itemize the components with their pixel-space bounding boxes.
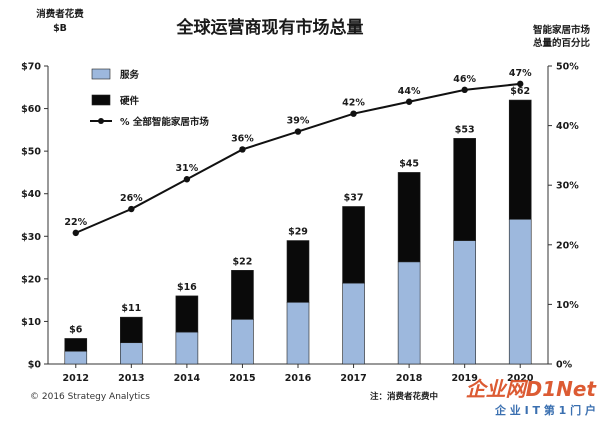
watermark-tagline: 企 业 I T 第 1 门 户: [494, 403, 596, 417]
line-point-label: 31%: [176, 163, 199, 174]
line-point-label: 36%: [231, 133, 254, 144]
legend-label-hardware: 硬件: [120, 95, 140, 107]
line-point: [461, 86, 468, 94]
x-tick-label: 2016: [285, 373, 312, 384]
right-axis-label: 总量的百分比: [533, 37, 591, 49]
left-axis-label: 消费者花费: [36, 8, 84, 20]
y-tick-label-left: $60: [21, 104, 41, 115]
y-tick-label-right: 10%: [556, 300, 579, 311]
bar-total-label: $45: [399, 158, 419, 169]
line-point-label: 26%: [120, 193, 143, 204]
line-point: [183, 176, 191, 183]
y-tick-label-left: $20: [21, 274, 41, 285]
bar-service: [231, 318, 254, 365]
bar-service: [120, 342, 143, 365]
bar-service: [64, 350, 88, 365]
bar-service: [453, 240, 476, 365]
line-point-label: 47%: [509, 68, 532, 79]
y-tick-label-right: 0%: [556, 360, 573, 371]
bar-total-label: $16: [177, 282, 197, 293]
y-tick-label-left: $0: [28, 360, 42, 371]
line-point-label: 22%: [64, 217, 87, 228]
y-tick-label-right: 50%: [556, 62, 579, 73]
line-point-label: 44%: [398, 86, 421, 97]
line-point-label: 46%: [453, 74, 476, 85]
bar-service: [508, 218, 532, 365]
right-axis-label: 智能家居市场: [533, 24, 591, 36]
legend-label-service: 服务: [120, 69, 140, 81]
bar-total-label: $11: [121, 303, 141, 314]
bar-hardware: [175, 295, 199, 333]
bar-hardware: [397, 172, 421, 263]
line-point-label: 39%: [287, 116, 310, 127]
footnote: 注：消费者花费中: [370, 391, 438, 402]
line-point-label: 42%: [342, 98, 365, 109]
line-point: [405, 98, 413, 105]
line-point: [517, 80, 524, 88]
line-point: [239, 146, 246, 153]
bar-total-label: $6: [69, 324, 83, 335]
legend-marker-share: [98, 118, 104, 124]
x-tick-label: 2012: [63, 373, 89, 384]
y-tick-label-right: 20%: [556, 240, 579, 251]
x-tick-label: 2017: [340, 373, 366, 384]
bar-hardware: [120, 316, 143, 344]
bar-total-label: $53: [455, 124, 475, 135]
x-tick-label: 2018: [396, 373, 423, 384]
bar-hardware: [342, 206, 365, 284]
left-axis-label: $B: [53, 23, 67, 34]
y-tick-label-left: $70: [21, 62, 41, 73]
chart-title: 全球运营商现有市场总量: [176, 17, 364, 38]
bar-hardware: [64, 338, 88, 352]
bar-service: [397, 261, 421, 365]
bar-hardware: [453, 138, 476, 241]
bar-hardware: [286, 240, 310, 303]
watermark-brand: 企业网D1Net: [466, 377, 598, 401]
y-tick-label-right: 30%: [556, 181, 579, 192]
line-point: [350, 110, 357, 117]
line-point: [294, 128, 302, 135]
x-tick-label: 2019: [451, 373, 477, 384]
y-tick-label-left: $40: [21, 189, 41, 200]
line-point: [72, 229, 79, 237]
y-tick-label-left: $30: [21, 232, 41, 243]
x-tick-label: 2020: [507, 373, 534, 384]
bar-hardware: [231, 270, 254, 320]
bar-hardware: [508, 99, 532, 220]
legend-swatch-hardware: [91, 94, 111, 106]
y-tick-label-right: 40%: [556, 121, 579, 132]
y-tick-label-left: $50: [21, 147, 41, 158]
bar-total-label: $62: [510, 86, 530, 97]
bar-total-label: $37: [344, 192, 364, 203]
y-tick-label-left: $10: [21, 317, 41, 328]
legend-label-share: % 全部智能家居市场: [120, 116, 209, 128]
bar-total-label: $22: [233, 256, 253, 267]
source-note: © 2016 Strategy Analytics: [30, 392, 150, 402]
legend-swatch-service: [91, 68, 111, 80]
x-tick-label: 2014: [174, 373, 201, 384]
line-point: [128, 205, 135, 213]
x-tick-label: 2015: [229, 373, 255, 384]
bar-service: [175, 331, 199, 365]
bar-service: [342, 282, 365, 365]
bar-service: [286, 301, 310, 365]
x-tick-label: 2013: [118, 373, 144, 384]
bar-total-label: $29: [288, 227, 308, 238]
